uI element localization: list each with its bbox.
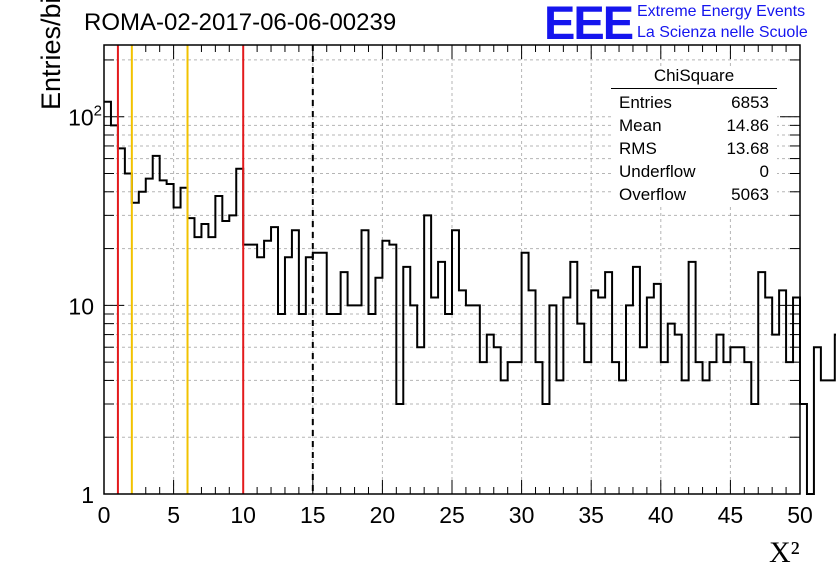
x-tick-label: 30 [509,502,535,528]
x-tick-label: 20 [370,502,396,528]
x-tick-label: 50 [787,502,813,528]
x-tick-label: 15 [300,502,326,528]
stats-value: 14.86 [726,116,769,135]
x-tick-label: 25 [439,502,465,528]
y-tick-label: 1 [81,482,94,508]
x-tick-label: 10 [230,502,256,528]
stats-row-entries: Entries 6853 [611,91,777,114]
stats-row-overflow: Overflow 5063 [611,183,777,206]
histogram-series [104,100,836,495]
stats-row-rms: RMS 13.68 [611,137,777,160]
stats-row-underflow: Underflow 0 [611,160,777,183]
x-tick-label: 5 [167,502,180,528]
stats-label: Underflow [619,162,696,181]
stats-value: 5063 [731,185,769,204]
x-axis-label: X² [769,536,800,569]
logo-line-2: La Scienza nelle Scuole [637,24,808,41]
stats-value: 13.68 [726,139,769,158]
stats-value: 0 [759,162,769,181]
plot-frame [103,44,801,495]
x-tick-label: 35 [578,502,604,528]
x-tick-label: 45 [718,502,744,528]
stats-label: RMS [619,139,657,158]
stats-value: 6853 [731,93,769,112]
x-tick-label: 0 [98,502,111,528]
y-tick-label: 102 [68,103,102,131]
stats-row-mean: Mean 14.86 [611,114,777,137]
stats-title: ChiSquare [611,66,777,89]
stats-label: Overflow [619,185,687,204]
y-tick-label: 10 [68,293,94,319]
stats-label: Mean [619,116,662,135]
stats-box: ChiSquare Entries 6853 Mean 14.86 RMS 13.68… [611,66,777,206]
logo-line-1: Extreme Energy Events [637,3,806,20]
chart-title: ROMA-02-2017-06-06-00239 [84,9,397,36]
eee-logo: EEE [544,0,634,49]
stats-label: Entries [619,93,672,112]
x-tick-label: 40 [648,502,674,528]
